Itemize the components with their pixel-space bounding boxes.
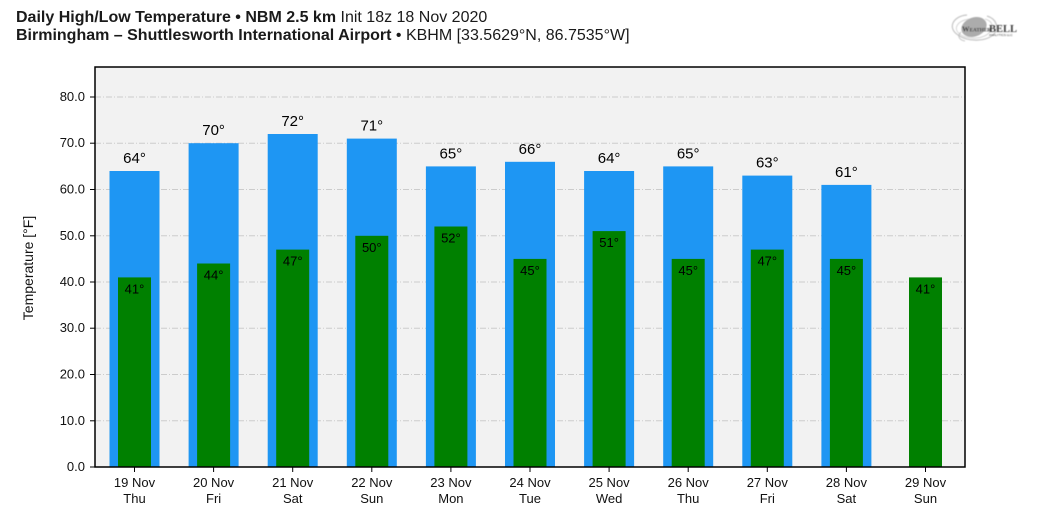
svg-text:66°: 66° xyxy=(519,141,542,158)
svg-text:Tue: Tue xyxy=(519,491,541,506)
svg-text:65°: 65° xyxy=(440,145,463,162)
svg-text:Sat: Sat xyxy=(837,491,857,506)
svg-text:Sun: Sun xyxy=(360,491,383,506)
svg-text:0.0: 0.0 xyxy=(67,459,85,474)
svg-text:19 Nov: 19 Nov xyxy=(114,475,156,490)
svg-text:41°: 41° xyxy=(125,281,145,296)
svg-text:71°: 71° xyxy=(360,118,383,135)
svg-text:10.0: 10.0 xyxy=(60,413,85,428)
svg-text:27 Nov: 27 Nov xyxy=(747,475,789,490)
svg-text:61°: 61° xyxy=(835,164,858,181)
svg-text:28 Nov: 28 Nov xyxy=(826,475,868,490)
svg-text:44°: 44° xyxy=(204,268,224,283)
svg-text:Fri: Fri xyxy=(760,491,775,506)
svg-text:45°: 45° xyxy=(678,263,698,278)
svg-text:Fri: Fri xyxy=(206,491,221,506)
svg-text:64°: 64° xyxy=(598,150,621,167)
svg-text:45°: 45° xyxy=(520,263,540,278)
svg-text:70°: 70° xyxy=(202,122,225,139)
svg-text:45°: 45° xyxy=(837,263,857,278)
svg-text:Mon: Mon xyxy=(438,491,463,506)
svg-text:23 Nov: 23 Nov xyxy=(430,475,472,490)
svg-text:30.0: 30.0 xyxy=(60,320,85,335)
svg-text:20 Nov: 20 Nov xyxy=(193,475,235,490)
svg-text:Temperature [°F]: Temperature [°F] xyxy=(20,216,36,320)
svg-text:47°: 47° xyxy=(757,254,777,269)
svg-text:22 Nov: 22 Nov xyxy=(351,475,393,490)
svg-text:26 Nov: 26 Nov xyxy=(668,475,710,490)
svg-text:63°: 63° xyxy=(756,155,779,172)
svg-text:80.0: 80.0 xyxy=(60,89,85,104)
svg-text:20.0: 20.0 xyxy=(60,367,85,382)
svg-text:72°: 72° xyxy=(281,113,304,130)
svg-text:24 Nov: 24 Nov xyxy=(509,475,551,490)
svg-text:51°: 51° xyxy=(599,235,619,250)
svg-text:41°: 41° xyxy=(916,281,936,296)
svg-text:50.0: 50.0 xyxy=(60,228,85,243)
svg-text:Wed: Wed xyxy=(596,491,623,506)
svg-text:Sat: Sat xyxy=(283,491,303,506)
svg-text:40.0: 40.0 xyxy=(60,274,85,289)
svg-text:64°: 64° xyxy=(123,150,146,167)
svg-text:52°: 52° xyxy=(441,231,461,246)
svg-text:65°: 65° xyxy=(677,145,700,162)
svg-text:60.0: 60.0 xyxy=(60,182,85,197)
svg-text:Sun: Sun xyxy=(914,491,937,506)
svg-text:50°: 50° xyxy=(362,240,382,255)
svg-text:Thu: Thu xyxy=(677,491,699,506)
svg-text:47°: 47° xyxy=(283,254,303,269)
svg-text:70.0: 70.0 xyxy=(60,135,85,150)
svg-text:29 Nov: 29 Nov xyxy=(905,475,947,490)
svg-text:Thu: Thu xyxy=(123,491,145,506)
svg-text:ANALYTICS LLC: ANALYTICS LLC xyxy=(989,33,1013,37)
svg-text:25 Nov: 25 Nov xyxy=(588,475,630,490)
svg-text:21 Nov: 21 Nov xyxy=(272,475,314,490)
